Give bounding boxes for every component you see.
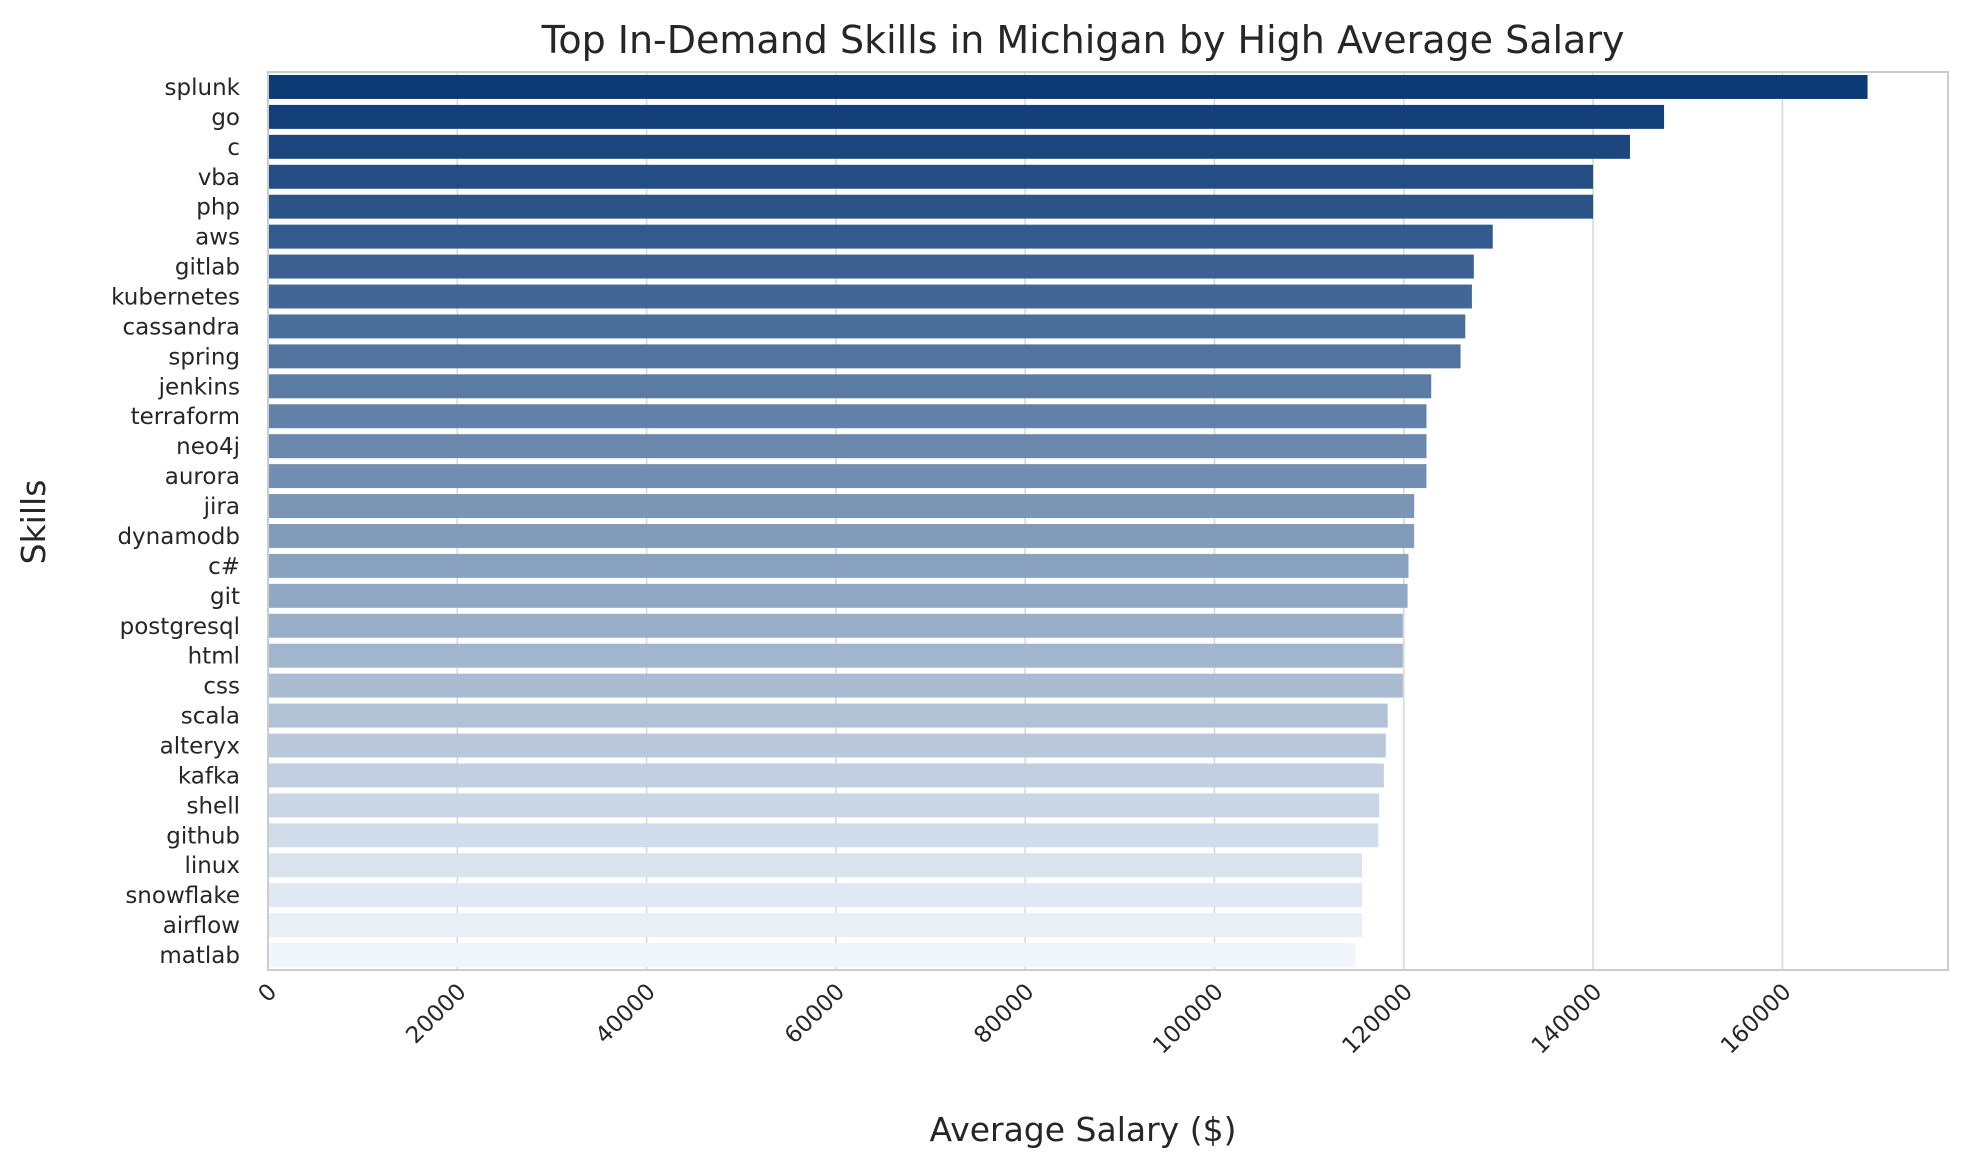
chart-title: Top In-Demand Skills in Michigan by High… — [541, 18, 1625, 62]
y-tick-label: linux — [184, 853, 240, 879]
bar-splunk — [268, 74, 1868, 99]
y-tick-label: airflow — [163, 913, 240, 939]
plot-border — [267, 71, 1949, 971]
y-tick-label: php — [196, 195, 240, 221]
y-tick-label: html — [188, 644, 240, 670]
bar-spring — [268, 344, 1461, 369]
bar-html — [268, 643, 1403, 668]
plot-frame — [267, 71, 1949, 971]
bar-dynamodb — [268, 523, 1415, 548]
y-tick-label: neo4j — [176, 434, 240, 460]
y-tick-label: dynamodb — [117, 524, 240, 550]
y-tick-label: terraform — [131, 404, 240, 430]
y-tick-label: kubernetes — [111, 285, 240, 311]
y-tick-label: c# — [208, 554, 240, 580]
bar-neo4j — [268, 434, 1427, 459]
y-tick-label: kafka — [178, 763, 240, 789]
bar-jenkins — [268, 374, 1432, 399]
bar-linux — [268, 853, 1363, 878]
bar-github — [268, 823, 1379, 848]
bar-c — [268, 134, 1630, 159]
bar-aurora — [268, 464, 1427, 489]
bar-terraform — [268, 404, 1427, 429]
bar-kafka — [268, 763, 1384, 788]
bar-scala — [268, 703, 1388, 728]
y-tick-label: shell — [187, 793, 241, 819]
y-tick-label: postgresql — [120, 614, 240, 640]
bar-aws — [268, 224, 1493, 249]
y-tick-label: aws — [195, 225, 240, 251]
bar-shell — [268, 793, 1380, 818]
y-tick-label: css — [203, 674, 240, 700]
y-tick-label: alteryx — [160, 734, 240, 760]
y-axis-title: Skills — [14, 480, 53, 565]
y-tick-labels: splunk go c vba php aws gitlab kubernetes cassan… — [111, 75, 241, 969]
y-tick-label: cassandra — [122, 314, 240, 340]
x-axis-title: Average Salary ($) — [930, 1110, 1237, 1149]
y-tick-label: snowflake — [125, 883, 240, 909]
bar-jira — [268, 494, 1415, 519]
grid-lines — [456, 72, 1784, 970]
bar-cassandra — [268, 314, 1466, 339]
bar-airflow — [268, 913, 1363, 938]
bars — [268, 74, 1868, 968]
bar-c# — [268, 553, 1409, 578]
bar-snowflake — [268, 883, 1363, 908]
y-tick-label: matlab — [159, 943, 240, 969]
bar-matlab — [268, 943, 1356, 968]
y-tick-label: gitlab — [175, 255, 240, 281]
y-tick-label: vba — [198, 165, 240, 191]
bar-vba — [268, 164, 1594, 189]
y-tick-label: scala — [181, 704, 240, 730]
bar-git — [268, 583, 1408, 608]
y-tick-label: splunk — [165, 75, 241, 101]
y-tick-label: go — [211, 105, 240, 131]
bar-go — [268, 104, 1665, 129]
bar-gitlab — [268, 254, 1474, 279]
y-tick-label: aurora — [165, 464, 240, 490]
y-tick-label: spring — [168, 344, 240, 370]
bar-kubernetes — [268, 284, 1472, 309]
y-tick-label: c — [227, 135, 240, 161]
bar-css — [268, 673, 1403, 698]
y-tick-label: jenkins — [158, 374, 240, 400]
y-tick-label: git — [210, 584, 240, 610]
y-tick-label: github — [166, 823, 240, 849]
y-tick-label: jira — [203, 494, 240, 520]
bar-alteryx — [268, 733, 1386, 758]
bar-php — [268, 194, 1594, 219]
bar-postgresql — [268, 613, 1403, 638]
